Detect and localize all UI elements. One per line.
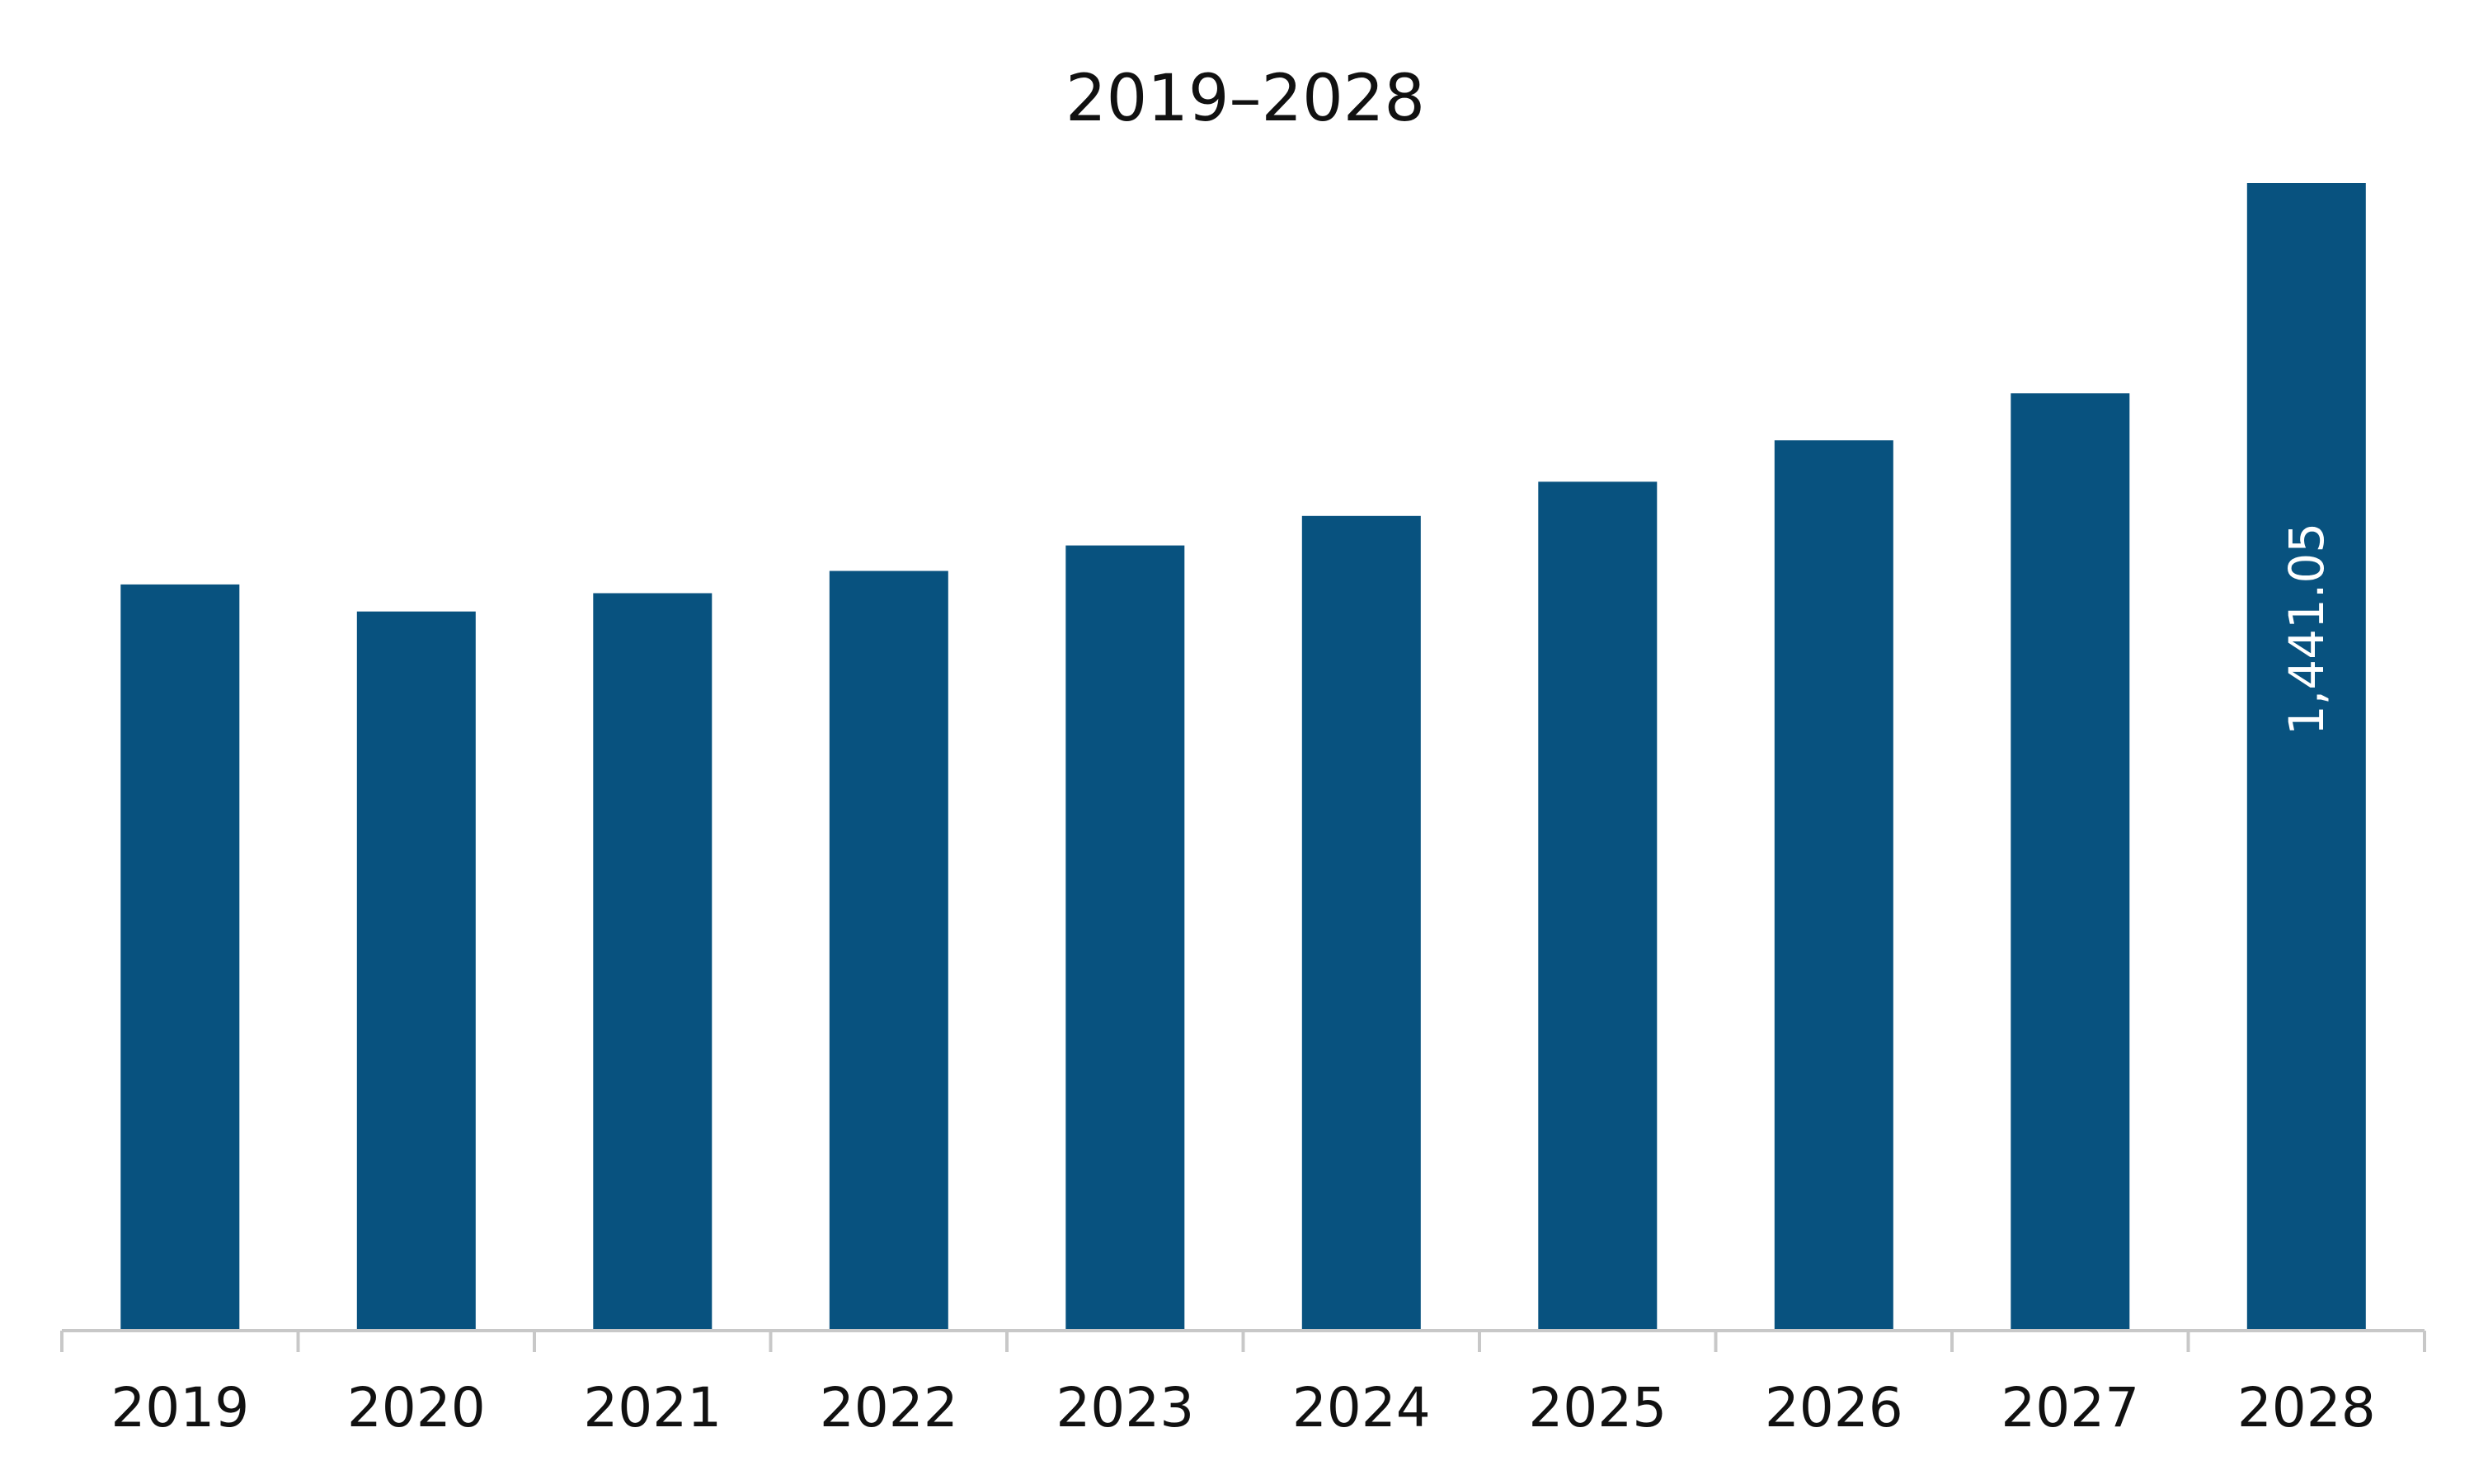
x-tick-label-2021: 2021 bbox=[583, 1376, 722, 1439]
x-tick-label-2026: 2026 bbox=[1765, 1376, 1903, 1439]
bar-2026 bbox=[1774, 440, 1893, 1331]
bar-2022 bbox=[829, 571, 948, 1331]
bar-2027 bbox=[2011, 393, 2130, 1331]
x-tick-label-2020: 2020 bbox=[347, 1376, 486, 1439]
bars-group bbox=[120, 183, 2366, 1331]
bar-2025 bbox=[1538, 481, 1658, 1331]
bar-2024 bbox=[1301, 515, 1421, 1331]
data-label-2028: 1,441.05 bbox=[2279, 523, 2335, 735]
x-axis: 2019 2020 2021 2022 2023 2024 2025 2026 2027 2028 bbox=[60, 1329, 2426, 1439]
x-tick-label-2025: 2025 bbox=[1528, 1376, 1667, 1439]
bar-2021 bbox=[593, 593, 713, 1331]
x-tick-label-2023: 2023 bbox=[1056, 1376, 1194, 1439]
bar-2028 bbox=[2246, 183, 2366, 1331]
bar-2020 bbox=[356, 611, 476, 1331]
data-labels-group: 1,441.05 bbox=[2279, 523, 2335, 735]
bar-2019 bbox=[120, 584, 240, 1331]
x-tick-label-2024: 2024 bbox=[1292, 1376, 1431, 1439]
chart-title: 2019–2028 bbox=[1065, 62, 1425, 136]
x-tick-label-2027: 2027 bbox=[2001, 1376, 2139, 1439]
x-tick-label-2028: 2028 bbox=[2237, 1376, 2376, 1439]
bar-2023 bbox=[1065, 545, 1185, 1331]
x-tick-label-2019: 2019 bbox=[111, 1376, 249, 1439]
x-tick-label-2022: 2022 bbox=[820, 1376, 958, 1439]
